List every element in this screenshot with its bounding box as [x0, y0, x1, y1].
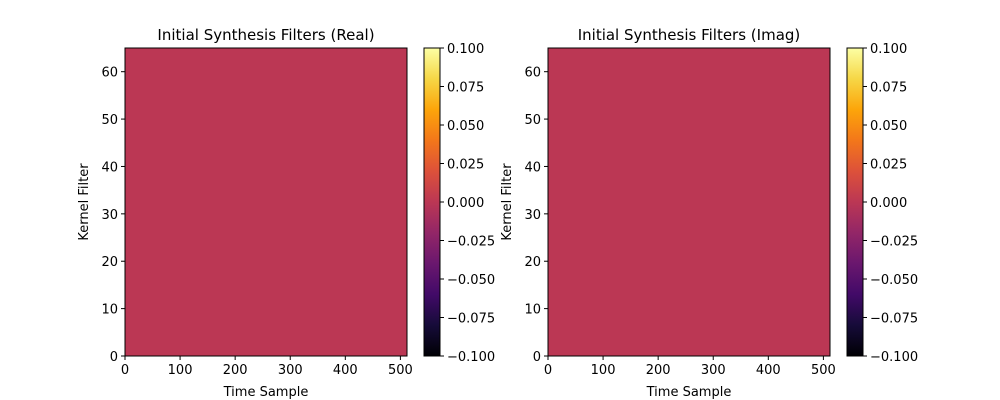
y-tick-label: 20 — [524, 255, 541, 270]
colorbar-tick-label: 0.050 — [870, 119, 907, 134]
y-axis-label: Kernel Filter — [77, 163, 92, 241]
colorbar-tick-label: 0.050 — [447, 119, 484, 134]
colorbar-tick-label: −0.025 — [870, 235, 918, 250]
colorbar-tick-label: 0.100 — [447, 42, 484, 57]
heatmap-cells — [548, 48, 830, 356]
colorbar-tick-label: −0.050 — [447, 273, 495, 288]
y-tick-label: 0 — [110, 350, 118, 365]
heatmap-panel-real: Initial Synthesis Filters (Real) 0 100 200… — [77, 26, 495, 400]
x-tick-label: 100 — [168, 363, 193, 378]
x-tick-label: 400 — [333, 363, 358, 378]
colorbar-tick-label: 0.000 — [870, 196, 907, 211]
y-tick-label: 0 — [533, 350, 541, 365]
colorbar — [846, 47, 864, 357]
x-tick-label: 500 — [811, 363, 836, 378]
colorbar — [423, 47, 441, 357]
y-tick-label: 40 — [101, 160, 118, 175]
x-axis: 0 100 200 300 400 500 — [544, 356, 836, 378]
x-tick-label: 300 — [278, 363, 303, 378]
x-tick-label: 100 — [591, 363, 616, 378]
y-tick-label: 60 — [524, 66, 541, 81]
colorbar-ticks: −0.100 −0.075 −0.050 −0.025 0.000 0.025 0.050 0… — [863, 42, 918, 365]
colorbar-tick-label: 0.075 — [870, 81, 907, 96]
heatmap-cells — [125, 48, 407, 356]
colorbar-tick-label: 0.025 — [447, 158, 484, 173]
y-tick-label: 10 — [524, 303, 541, 318]
colorbar-tick-label: 0.000 — [447, 196, 484, 211]
colorbar-tick-label: −0.100 — [447, 350, 495, 365]
colorbar-tick-label: −0.075 — [447, 312, 495, 327]
x-tick-label: 500 — [388, 363, 413, 378]
plot-frame — [547, 47, 831, 357]
x-tick-label: 300 — [701, 363, 726, 378]
x-tick-label: 200 — [223, 363, 248, 378]
y-tick-label: 10 — [101, 303, 118, 318]
colorbar-tick-label: −0.075 — [870, 312, 918, 327]
colorbar-tick-label: −0.025 — [447, 235, 495, 250]
heatmap-panel-imag: Initial Synthesis Filters (Imag) 0 100 200… — [500, 26, 918, 400]
x-tick-label: 0 — [121, 363, 129, 378]
x-axis: 0 100 200 300 400 500 — [121, 356, 413, 378]
y-tick-label: 40 — [524, 160, 541, 175]
colorbar-ticks: −0.100 −0.075 −0.050 −0.025 0.000 0.025 0.050 0… — [440, 42, 495, 365]
y-axis: 0 10 20 30 40 50 60 — [101, 66, 125, 365]
y-tick-label: 20 — [101, 255, 118, 270]
y-tick-label: 50 — [101, 113, 118, 128]
chart-title: Initial Synthesis Filters (Imag) — [578, 26, 801, 44]
y-axis-label: Kernel Filter — [500, 163, 515, 241]
colorbar-tick-label: −0.050 — [870, 273, 918, 288]
colorbar-tick-label: 0.100 — [870, 42, 907, 57]
colorbar-tick-label: −0.100 — [870, 350, 918, 365]
colorbar-tick-label: 0.075 — [447, 81, 484, 96]
x-tick-label: 200 — [646, 363, 671, 378]
y-tick-label: 30 — [524, 208, 541, 223]
chart-title: Initial Synthesis Filters (Real) — [157, 26, 374, 44]
y-tick-label: 60 — [101, 66, 118, 81]
y-tick-label: 30 — [101, 208, 118, 223]
x-axis-label: Time Sample — [646, 385, 732, 400]
x-tick-label: 0 — [544, 363, 552, 378]
x-tick-label: 400 — [756, 363, 781, 378]
plot-frame — [124, 47, 408, 357]
y-axis: 0 10 20 30 40 50 60 — [524, 66, 548, 365]
x-axis-label: Time Sample — [223, 385, 309, 400]
colorbar-tick-label: 0.025 — [870, 158, 907, 173]
y-tick-label: 50 — [524, 113, 541, 128]
